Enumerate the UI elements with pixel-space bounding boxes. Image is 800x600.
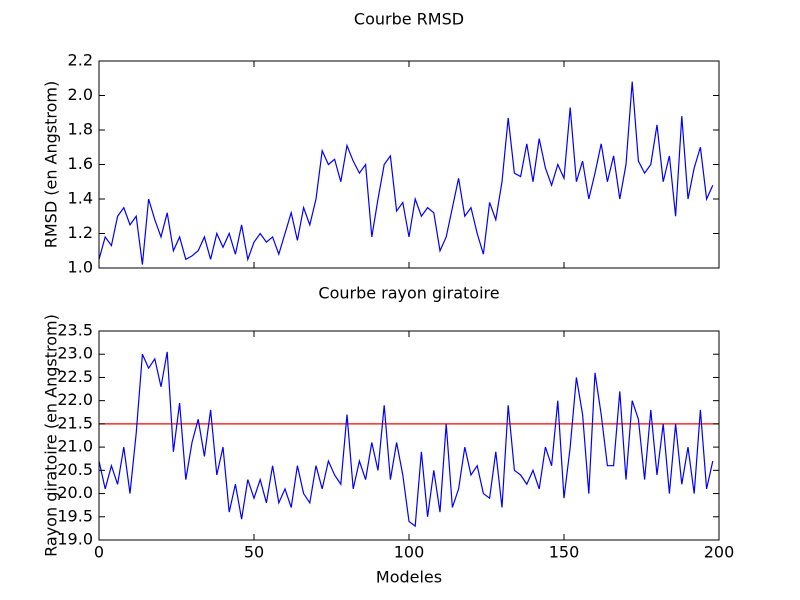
y-tick-label: 1.8 [68, 120, 93, 139]
y-axis-label: Rayon giratoire (en Angstrom) [42, 314, 61, 557]
x-tick-label: 200 [704, 543, 735, 562]
y-tick-label: 22.0 [57, 390, 93, 409]
y-tick-label: 2.2 [68, 51, 93, 70]
chart-title: Courbe rayon giratoire [318, 284, 499, 303]
y-tick-label: 1.6 [68, 154, 93, 173]
x-tick-label: 0 [94, 543, 104, 562]
y-tick-label: 23.0 [57, 344, 93, 363]
data-line [98, 351, 714, 528]
plot-frame [98, 330, 720, 541]
data-line [98, 81, 714, 265]
y-tick-label: 20.0 [57, 483, 93, 502]
y-tick-label: 21.0 [57, 437, 93, 456]
y-tick-label: 1.2 [68, 223, 93, 242]
y-tick-label: 19.0 [57, 530, 93, 549]
y-tick-label: 20.5 [57, 460, 93, 479]
y-tick-label: 23.5 [57, 321, 93, 340]
y-tick-label: 2.0 [68, 85, 93, 104]
y-tick-label: 21.5 [57, 413, 93, 432]
y-tick-label: 1.0 [68, 258, 93, 277]
x-tick-label: 50 [244, 543, 264, 562]
x-axis-label: Modeles [376, 568, 442, 587]
y-tick-label: 19.5 [57, 506, 93, 525]
x-tick-label: 100 [394, 543, 425, 562]
x-tick-label: 150 [549, 543, 580, 562]
y-tick-label: 1.4 [68, 189, 93, 208]
y-axis-label: RMSD (en Angstrom) [42, 81, 61, 249]
chart-title: Courbe RMSD [354, 10, 464, 29]
y-tick-label: 22.5 [57, 367, 93, 386]
